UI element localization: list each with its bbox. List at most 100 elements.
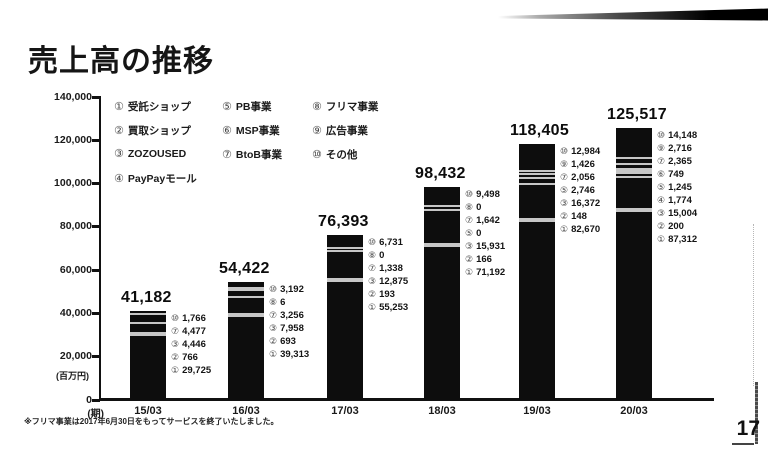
y-axis-tick-label: 140,000 <box>54 90 92 103</box>
segment-value: 148 <box>571 210 587 222</box>
segment-value: 2,365 <box>668 156 692 168</box>
legend-item: ③ ZOZOUSED <box>114 147 186 160</box>
segment-value: 1,766 <box>182 312 206 324</box>
segment-value: 1,338 <box>379 262 403 274</box>
segment-circled-number: ⑦ <box>560 171 569 182</box>
bar-segment <box>424 210 460 246</box>
legend-label: MSP事業 <box>235 125 280 137</box>
segment-value: 87,312 <box>668 234 698 246</box>
segment-value-label: ⑦ 2,056 <box>560 171 600 184</box>
y-axis-tick-label: 80,000 <box>59 220 92 233</box>
segment-circled-number: ③ <box>368 275 377 286</box>
segment-value-label: ① 39,313 <box>269 348 309 361</box>
y-axis-tick <box>92 398 100 402</box>
bar-segment <box>424 247 460 400</box>
segment-value: 9,498 <box>476 188 500 200</box>
segment-circled-number: ② <box>560 210 569 221</box>
segment-value: 6 <box>280 297 286 309</box>
segment-value-label: ⑦ 1,338 <box>368 262 408 275</box>
segment-circled-number: ③ <box>465 240 474 251</box>
bar-segment <box>327 251 363 280</box>
legend-item: ② 買取ショップ <box>114 123 191 138</box>
x-axis-line <box>99 398 714 401</box>
segment-value-label: ⑤ 1,245 <box>657 181 697 194</box>
segment-value-label: ① 87,312 <box>657 233 697 246</box>
bar-segment <box>616 158 652 165</box>
bar-segment <box>519 143 555 172</box>
segment-circled-number: ⑧ <box>368 249 377 260</box>
x-axis-category-label: 17/03 <box>331 405 359 417</box>
segment-value-label: ⑩ 9,498 <box>465 188 505 201</box>
bar-segment <box>228 289 264 291</box>
bar-segment <box>228 282 264 289</box>
segment-value-label: ② 766 <box>171 351 211 364</box>
segment-value: 15,004 <box>668 208 698 220</box>
segment-value-label: ⑩ 1,766 <box>171 312 211 325</box>
legend-label: 買取ショップ <box>127 125 191 137</box>
legend-circled-number: ⑤ <box>222 101 232 113</box>
segment-value: 693 <box>280 336 296 348</box>
segment-circled-number: ② <box>657 221 666 232</box>
x-axis-category-label: 15/03 <box>134 405 162 417</box>
segment-value-label: ⑩ 14,148 <box>657 129 697 142</box>
bar-segment <box>228 314 264 317</box>
bar-segment <box>616 178 652 211</box>
bar-segment <box>519 222 555 400</box>
bar-total-label: 41,182 <box>121 288 172 306</box>
bar-segment <box>519 171 555 175</box>
bar-value-labels: ⑩ 12,984 ⑨ 1,426 ⑦ 2,056 ⑤ 2,746 ③ 16,372 ② 148 ① 82,… <box>560 145 600 236</box>
stacked-bar <box>130 310 166 400</box>
bar-segment <box>424 207 460 211</box>
bar-segment <box>616 164 652 170</box>
segment-circled-number: ⑦ <box>171 325 180 336</box>
segment-value: 82,670 <box>571 223 601 235</box>
segment-value-label: ⑨ 1,426 <box>560 158 600 171</box>
bar-segment <box>616 169 652 172</box>
segment-circled-number: ⑤ <box>465 227 474 238</box>
legend-label: PB事業 <box>235 101 272 113</box>
legend-item: ⑦ BtoB事業 <box>222 147 282 162</box>
y-axis-tick-label: 40,000 <box>59 306 92 319</box>
segment-value-label: ② 148 <box>560 210 600 223</box>
x-axis-category-label: 18/03 <box>428 405 456 417</box>
segment-value-label: ⑩ 12,984 <box>560 145 600 158</box>
segment-value: 2,056 <box>571 171 595 183</box>
segment-value-label: ② 200 <box>657 220 697 233</box>
segment-value-label: ⑦ 3,256 <box>269 309 309 322</box>
segment-circled-number: ⑤ <box>657 182 666 193</box>
segment-value: 749 <box>668 169 684 181</box>
y-axis-tick <box>92 311 100 315</box>
segment-value: 200 <box>668 221 684 233</box>
stacked-bar <box>228 282 264 400</box>
y-axis-tick <box>92 182 100 186</box>
bar-segment <box>327 249 363 252</box>
bar-segment <box>616 210 652 213</box>
segment-value: 71,192 <box>476 266 506 278</box>
segment-value: 4,446 <box>182 338 206 350</box>
y-axis-unit-label: (百万円) <box>56 371 89 381</box>
bar-segment <box>228 316 264 400</box>
legend-label: BtoB事業 <box>235 149 282 161</box>
segment-value: 2,746 <box>571 184 595 196</box>
segment-circled-number: ⑦ <box>465 214 474 225</box>
page-number: 17 <box>736 417 760 440</box>
segment-circled-number: ⑧ <box>269 297 278 308</box>
segment-value-label: ① 71,192 <box>465 266 505 279</box>
segment-value: 16,372 <box>571 197 601 209</box>
segment-value: 1,774 <box>668 195 692 207</box>
legend-label: ZOZOUSED <box>127 148 187 160</box>
bar-value-labels: ⑩ 3,192 ⑧ 6 ⑦ 3,256 ③ 7,958 ② 693 ① 39,313 <box>269 283 309 361</box>
bar-segment <box>228 291 264 298</box>
segment-value: 3,192 <box>280 284 304 296</box>
legend-circled-number: ⑦ <box>222 149 232 161</box>
segment-value-label: ⑦ 4,477 <box>171 325 211 338</box>
bar-total-label: 118,405 <box>510 121 570 139</box>
segment-value-label: ③ 15,004 <box>657 207 697 220</box>
x-axis-period-label: (期) <box>87 409 104 420</box>
legend-circled-number: ④ <box>114 173 124 185</box>
page-number-underline <box>732 443 754 445</box>
segment-value-label: ⑩ 3,192 <box>269 283 309 296</box>
segment-value: 6,731 <box>379 236 403 248</box>
